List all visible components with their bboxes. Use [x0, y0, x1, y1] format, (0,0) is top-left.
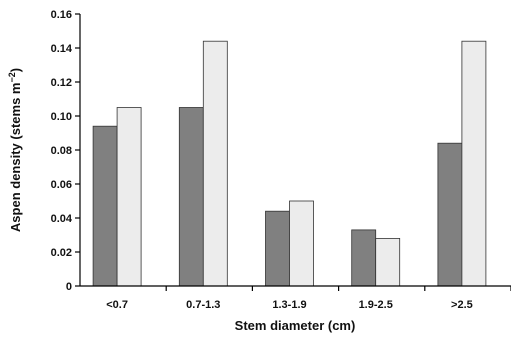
y-axis-title-exponent: −2 [7, 72, 17, 82]
x-tick-label: 0.7-1.3 [186, 299, 220, 311]
y-tick-label: 0.10 [51, 111, 72, 123]
bar-series-2-4 [461, 40, 487, 287]
bar-series-1-2 [265, 210, 290, 287]
x-axis-ticks: <0.7 0.7-1.3 1.3-1.9 1.9-2.5 >2.5 [106, 286, 511, 311]
y-tick-label: 0.04 [51, 213, 73, 225]
bar-series-1-3 [351, 229, 377, 287]
y-tick-label: 0.12 [51, 77, 72, 89]
bar-series-2-1 [202, 40, 228, 287]
y-axis-title: Aspen density (stems m−2) [7, 68, 23, 232]
y-tick-label: 0.16 [51, 9, 72, 21]
bar-series-2-0 [116, 107, 142, 287]
bar-series-2-3 [375, 237, 401, 287]
y-axis-title-main: Aspen density (stems m [8, 83, 23, 233]
bar-series-1-1 [178, 107, 204, 287]
y-tick-label: 0.06 [51, 179, 72, 191]
bars-group [92, 40, 487, 287]
y-tick-label: 0 [66, 281, 72, 293]
x-axis-title: Stem diameter (cm) [235, 318, 356, 333]
x-tick-label: 1.3-1.9 [272, 299, 306, 311]
x-tick-label: >2.5 [451, 299, 473, 311]
y-tick-label: 0.08 [51, 145, 72, 157]
bar-series-2-2 [289, 200, 314, 287]
x-tick-label: 1.9-2.5 [359, 299, 393, 311]
y-axis-ticks: 0 0.02 0.04 0.06 0.08 0.10 0.12 0.14 0.16 [51, 9, 80, 293]
bar-series-1-0 [92, 125, 118, 287]
bar-series-1-4 [437, 142, 463, 287]
y-tick-label: 0.02 [51, 247, 72, 259]
y-axis-title-close: ) [8, 68, 23, 72]
x-tick-label: <0.7 [106, 299, 128, 311]
y-tick-label: 0.14 [51, 43, 73, 55]
